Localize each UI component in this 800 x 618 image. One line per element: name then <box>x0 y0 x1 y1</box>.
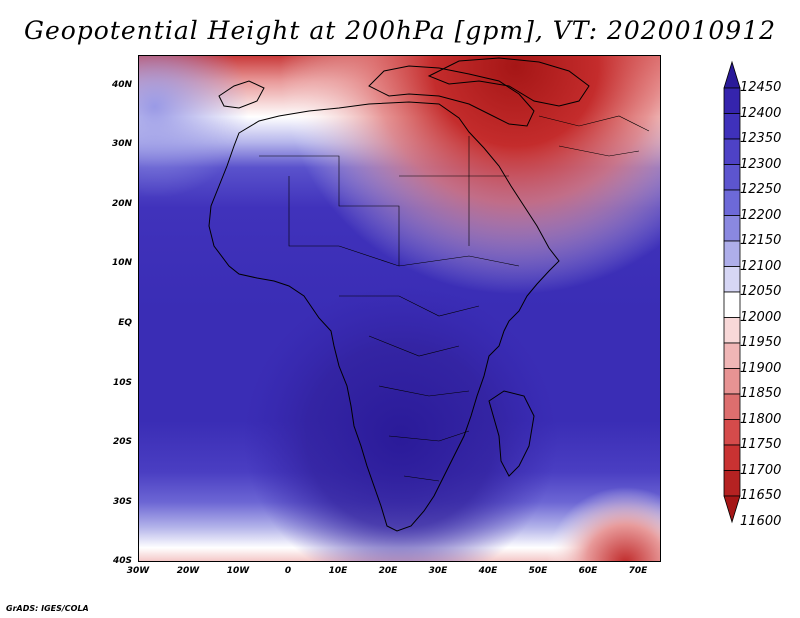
lon-label: 70E <box>628 566 648 576</box>
colorbar-label: 11850 <box>740 386 782 401</box>
country-borders <box>259 115 650 482</box>
colorbar-segment <box>723 113 741 140</box>
colorbar-label: 12350 <box>740 131 782 146</box>
lon-label: 40E <box>478 566 498 576</box>
colorbar-segment <box>723 419 741 446</box>
lat-label: 30N <box>111 139 132 149</box>
lat-label: 10N <box>111 258 132 268</box>
colorbar-label: 12450 <box>740 80 782 95</box>
coastlines <box>208 57 590 532</box>
colorbar-segment <box>723 291 741 318</box>
colorbar-segment <box>723 317 741 344</box>
colorbar-label: 12100 <box>740 259 782 274</box>
colorbar-segment <box>723 240 741 267</box>
colorbar-label: 12000 <box>740 310 782 325</box>
lat-label: 40S <box>112 556 132 566</box>
contour-field <box>139 56 660 561</box>
colorbar-segment <box>723 368 741 395</box>
colorbar-segment <box>723 87 741 114</box>
colorbar-label: 12150 <box>740 233 782 248</box>
map-frame <box>138 55 661 562</box>
map-title: Geopotential Height at 200hPa [gpm], VT:… <box>23 16 777 45</box>
colorbar-segment <box>723 215 741 242</box>
colorbar-segment <box>723 164 741 191</box>
lon-label: 0 <box>284 566 292 576</box>
lat-label: 40N <box>111 80 132 90</box>
colorbar-label: 11650 <box>740 488 782 503</box>
colorbar-segment <box>723 189 741 216</box>
lon-label: 10W <box>226 566 250 576</box>
lon-label: 50E <box>528 566 548 576</box>
lat-label: 20S <box>112 437 132 447</box>
colorbar-segment <box>723 470 741 497</box>
lon-label: 30W <box>126 566 150 576</box>
colorbar-label: 11700 <box>740 463 782 478</box>
lon-label: 30E <box>428 566 448 576</box>
colorbar-segment <box>723 342 741 369</box>
lon-label: 20E <box>378 566 398 576</box>
lat-label: EQ <box>118 318 132 328</box>
colorbar-label: 11750 <box>740 437 782 452</box>
colorbar-label: 11950 <box>740 335 782 350</box>
colorbar-label: 12050 <box>740 284 782 299</box>
grads-credit: GrADS: IGES/COLA <box>6 604 89 613</box>
colorbar-label: 12300 <box>740 157 782 172</box>
lat-label: 10S <box>112 378 132 388</box>
lon-label: 60E <box>578 566 598 576</box>
colorbar-label: 12400 <box>740 106 782 121</box>
lon-label: 20W <box>176 566 200 576</box>
colorbar <box>723 60 741 524</box>
colorbar-segment <box>723 138 741 165</box>
colorbar-label: 12200 <box>740 208 782 223</box>
colorbar-label: 11900 <box>740 361 782 376</box>
colorbar-label: 11600 <box>740 514 782 529</box>
colorbar-segment <box>723 266 741 293</box>
colorbar-segment <box>723 393 741 420</box>
colorbar-label: 12250 <box>740 182 782 197</box>
colorbar-segment <box>723 444 741 471</box>
lat-label: 30S <box>112 497 132 507</box>
colorbar-top-arrow <box>723 60 741 89</box>
lon-label: 10E <box>328 566 348 576</box>
colorbar-bottom-arrow <box>723 495 741 524</box>
lat-label: 20N <box>111 199 132 209</box>
colorbar-label: 11800 <box>740 412 782 427</box>
